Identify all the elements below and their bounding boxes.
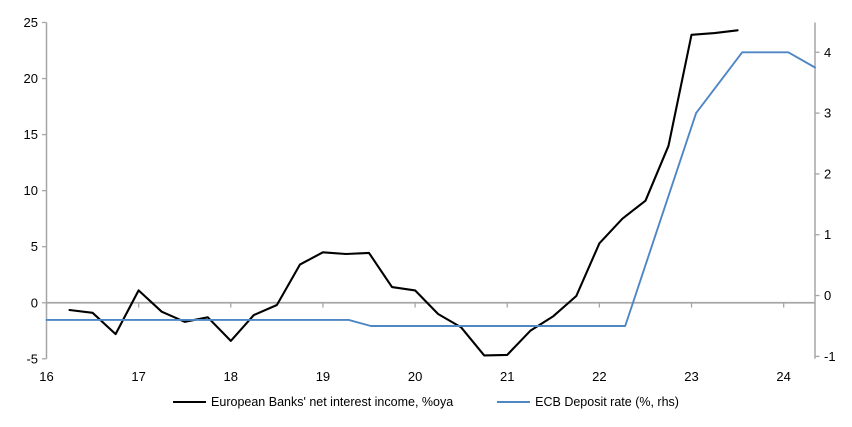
nii-line-swatch-icon — [173, 401, 207, 403]
left-axis: -5 0 5 10 15 20 25 — [24, 15, 48, 366]
svg-text:0: 0 — [824, 288, 831, 303]
legend-label-nii: European Banks' net interest income, %oy… — [211, 395, 454, 409]
series-line-0 — [68, 29, 739, 357]
svg-text:-5: -5 — [26, 351, 38, 366]
legend-label-ecb: ECB Deposit rate (%, rhs) — [535, 395, 679, 409]
chart-legend: European Banks' net interest income, %oy… — [0, 395, 852, 409]
svg-text:17: 17 — [131, 369, 145, 384]
right-axis: -1 0 1 2 3 4 — [814, 22, 836, 364]
svg-text:15: 15 — [24, 127, 38, 142]
svg-text:24: 24 — [776, 369, 790, 384]
svg-text:20: 20 — [24, 71, 38, 86]
svg-text:20: 20 — [408, 369, 422, 384]
svg-text:23: 23 — [684, 369, 698, 384]
svg-text:0: 0 — [31, 295, 38, 310]
svg-text:25: 25 — [24, 15, 38, 30]
svg-text:16: 16 — [39, 369, 53, 384]
svg-text:1: 1 — [824, 227, 831, 242]
svg-text:22: 22 — [592, 369, 606, 384]
x-axis-labels: 16 17 18 19 20 21 22 23 24 — [39, 369, 791, 384]
legend-item-ecb: ECB Deposit rate (%, rhs) — [497, 395, 679, 409]
svg-text:19: 19 — [316, 369, 330, 384]
legend-item-nii: European Banks' net interest income, %oy… — [173, 395, 453, 409]
ecb-line-swatch-icon — [497, 401, 531, 403]
svg-text:10: 10 — [24, 183, 38, 198]
svg-text:-1: -1 — [824, 349, 836, 364]
svg-text:4: 4 — [824, 45, 831, 60]
svg-text:5: 5 — [31, 239, 38, 254]
svg-text:21: 21 — [500, 369, 514, 384]
series-line-1 — [45, 51, 816, 327]
svg-text:18: 18 — [224, 369, 238, 384]
svg-text:2: 2 — [824, 166, 831, 181]
svg-text:3: 3 — [824, 106, 831, 121]
